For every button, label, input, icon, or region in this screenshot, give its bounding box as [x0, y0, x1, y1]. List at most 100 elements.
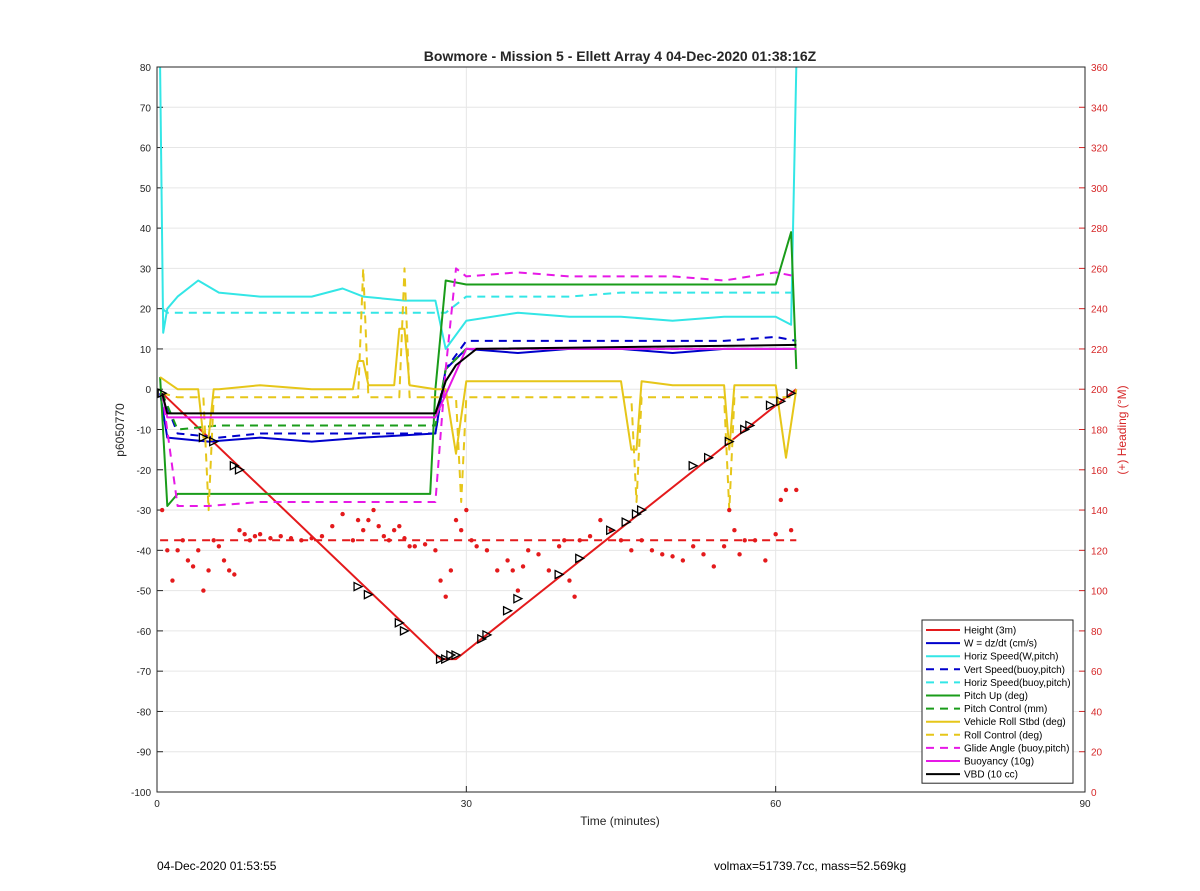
triangle-marker — [477, 633, 488, 644]
heading-point — [778, 497, 784, 503]
heading-point — [196, 548, 201, 553]
y2-tick-label: 40 — [1091, 707, 1103, 718]
y2-axis-label: (+) Heading (°M) — [1115, 385, 1129, 474]
y2-tick-label: 120 — [1091, 546, 1108, 557]
heading-point — [458, 527, 464, 533]
triangle-marker — [502, 605, 514, 616]
triangle-marker — [157, 388, 168, 399]
y2-tick-label: 20 — [1091, 748, 1103, 759]
triangle-marker — [451, 650, 462, 661]
heading-point — [221, 558, 227, 563]
heading-point — [319, 534, 325, 539]
y-tick-label: -20 — [137, 466, 152, 477]
series-line-4 — [161, 291, 797, 314]
heading-point — [453, 517, 459, 523]
heading-point — [556, 544, 562, 549]
heading-point — [510, 568, 515, 573]
heading-point — [391, 527, 397, 533]
heading-point — [175, 548, 180, 553]
heading-point — [247, 538, 252, 543]
triangle-marker — [631, 509, 642, 520]
y-tick-label: 70 — [140, 103, 152, 114]
y2-tick-label: 200 — [1091, 385, 1108, 396]
triangle-marker — [198, 432, 209, 443]
y-tick-label: -80 — [137, 707, 152, 718]
heading-point — [577, 538, 582, 543]
triangle-marker — [575, 553, 586, 564]
triangle-marker — [606, 525, 617, 536]
y2-tick-label: 260 — [1091, 264, 1108, 275]
heading-point — [562, 538, 567, 543]
heading-point — [536, 552, 541, 557]
y-tick-label: 50 — [140, 184, 152, 195]
heading-point — [206, 568, 211, 573]
y-tick-label: 40 — [140, 224, 152, 235]
triangle-marker — [435, 654, 447, 665]
heading-point — [727, 507, 732, 513]
legend-label: Horiz Speed(buoy,pitch) — [964, 678, 1071, 689]
y-tick-label: 60 — [140, 144, 152, 155]
heading-point — [190, 564, 196, 569]
legend-label: Roll Control (deg) — [964, 730, 1042, 741]
heading-point — [448, 568, 454, 573]
heading-point — [438, 578, 443, 583]
legend-label: Horiz Speed(W,pitch) — [964, 652, 1058, 663]
legend-label: Height (3m) — [964, 626, 1016, 637]
heading-point — [794, 487, 799, 493]
heading-point — [201, 588, 206, 593]
heading-point — [371, 507, 376, 513]
y2-tick-label: 360 — [1091, 63, 1108, 74]
triangle-marker — [394, 617, 405, 628]
triangle-marker — [353, 581, 364, 592]
heading-point — [680, 558, 686, 563]
heading-point — [763, 558, 768, 563]
heading-point — [252, 534, 258, 539]
legend-label: Glide Angle (buoy,pitch) — [964, 743, 1069, 754]
heading-point — [639, 538, 644, 543]
heading-point — [788, 527, 794, 533]
heading-point — [515, 588, 521, 593]
legend-label: W = dz/dt (cm/s) — [964, 639, 1037, 650]
y-tick-label: 20 — [140, 305, 152, 316]
series-line-7 — [159, 327, 798, 459]
y2-tick-label: 140 — [1091, 506, 1108, 517]
y2-tick-label: 160 — [1091, 466, 1108, 477]
legend-label: VBD (10 cc) — [964, 770, 1018, 781]
y-tick-label: -60 — [137, 627, 152, 638]
heading-point — [397, 523, 402, 529]
y2-tick-label: 340 — [1091, 103, 1108, 114]
triangle-marker — [229, 460, 240, 471]
heading-point — [711, 564, 716, 569]
heading-point — [567, 578, 572, 583]
heading-point — [433, 548, 438, 553]
heading-point — [350, 538, 356, 543]
heading-point — [159, 507, 165, 513]
y-tick-label: -50 — [137, 587, 152, 598]
series-line-9 — [161, 267, 797, 507]
heading-point — [170, 578, 175, 583]
heading-point — [361, 527, 366, 533]
x-tick-label: 90 — [1079, 799, 1091, 810]
heading-point — [366, 517, 371, 523]
legend-label: Pitch Control (mm) — [964, 704, 1047, 715]
y2-tick-label: 300 — [1091, 184, 1108, 195]
y-tick-label: -70 — [137, 667, 152, 678]
y-axis-label: p6050770 — [113, 403, 127, 457]
heading-point — [180, 538, 185, 543]
heading-point — [237, 527, 242, 533]
heading-point — [412, 544, 417, 549]
x-axis-label: Time (minutes) — [580, 814, 660, 828]
triangle-markers — [157, 388, 797, 665]
heading-point — [299, 538, 304, 543]
heading-point — [701, 552, 706, 557]
triangle-marker — [786, 388, 797, 399]
legend-box — [921, 619, 1074, 784]
legend-label: Vert Speed(buoy,pitch) — [964, 665, 1065, 676]
heading-point — [546, 568, 552, 573]
heading-point — [443, 594, 448, 599]
series-line-2 — [159, 66, 798, 350]
x-tick-label: 0 — [154, 799, 160, 810]
heading-point — [268, 536, 273, 541]
triangle-marker — [745, 420, 756, 431]
heading-point — [587, 534, 593, 539]
